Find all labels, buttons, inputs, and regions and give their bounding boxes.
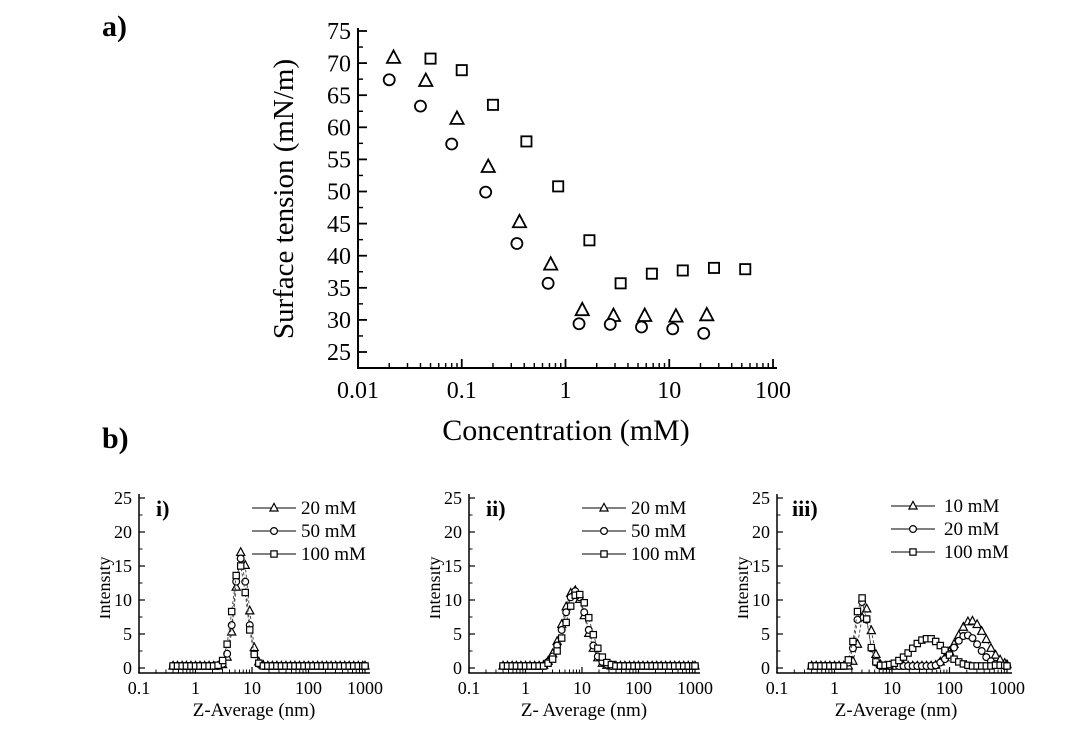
y-tick-label: 70 bbox=[327, 51, 351, 77]
legend-label: 100 mM bbox=[944, 542, 1009, 563]
y-tick-label: 50 bbox=[327, 180, 351, 206]
x-tick-label: 1 bbox=[830, 678, 839, 698]
x-axis-title: Z- Average (nm) bbox=[521, 700, 647, 721]
y-tick-label: 15 bbox=[114, 556, 132, 576]
y-tick-label: 5 bbox=[761, 624, 770, 644]
legend-label: 20 mM bbox=[944, 519, 1000, 540]
y-tick-label: 0 bbox=[123, 658, 132, 678]
x-tick-label: 0.1 bbox=[447, 378, 477, 404]
y-tick-label: 10 bbox=[114, 590, 132, 610]
series-50-mm bbox=[169, 554, 370, 670]
x-axis-title: Z-Average (nm) bbox=[835, 700, 958, 721]
y-axis-title: Intensity bbox=[738, 557, 752, 620]
x-tick-label: 1000 bbox=[989, 678, 1025, 698]
y-tick-label: 30 bbox=[327, 308, 351, 334]
panel-b-label: b) bbox=[102, 422, 129, 455]
legend-label: 100 mM bbox=[301, 544, 366, 565]
chart-a-surface-tension: 0.01 0.1 1 10 100 25 30 35 40 45 50 55 60 65 70 75 Conce… bbox=[268, 19, 791, 447]
y-tick-label: 75 bbox=[327, 19, 351, 45]
subplot-label: iii) bbox=[792, 496, 818, 521]
x-tick-label: 1 bbox=[560, 378, 572, 404]
legend-label: 20 mM bbox=[631, 498, 687, 519]
panel-a-label: a) bbox=[102, 10, 127, 43]
y-tick-label: 25 bbox=[444, 488, 462, 508]
legend-label: 50 mM bbox=[301, 521, 357, 542]
y-tick-label: 55 bbox=[327, 148, 351, 174]
y-tick-label: 10 bbox=[444, 590, 462, 610]
y-tick-label: 35 bbox=[327, 276, 351, 302]
y-tick-label: 0 bbox=[761, 658, 770, 678]
series-20-mm bbox=[167, 546, 371, 670]
legend-label: 20 mM bbox=[301, 498, 357, 519]
x-tick-label: 10 bbox=[657, 378, 681, 404]
axes: 0.1 1 10 100 1000 0 5 10 15 20 25 Z-Average (nm) Int… bbox=[100, 488, 383, 721]
x-tick-label: 1 bbox=[521, 678, 530, 698]
y-tick-label: 60 bbox=[327, 115, 351, 141]
x-tick-label: 1000 bbox=[677, 678, 713, 698]
series-square-series bbox=[424, 52, 752, 290]
y-tick-label: 5 bbox=[453, 624, 462, 644]
y-axis-title: Intensity bbox=[430, 557, 444, 620]
legend-label: 100 mM bbox=[631, 544, 696, 565]
y-axis-title: Surface tension (mN/m) bbox=[268, 59, 300, 339]
y-axis-title: Intensity bbox=[100, 557, 114, 620]
axes: 0.01 0.1 1 10 100 25 30 35 40 45 50 55 60 65 70 75 Conce… bbox=[268, 19, 791, 447]
y-tick-label: 65 bbox=[327, 83, 351, 109]
x-tick-label: 100 bbox=[295, 678, 322, 698]
x-tick-label: 10 bbox=[573, 678, 591, 698]
y-tick-label: 25 bbox=[752, 488, 770, 508]
legend-label: 10 mM bbox=[944, 496, 1000, 517]
x-axis-title: Concentration (mM) bbox=[442, 414, 689, 447]
axes: 0.1 1 10 100 1000 0 5 10 15 20 25 Z- Average (nm) In… bbox=[430, 488, 713, 721]
x-tick-label: 100 bbox=[936, 678, 963, 698]
subplot-label: i) bbox=[156, 496, 169, 521]
x-tick-label: 10 bbox=[883, 678, 901, 698]
y-tick-label: 10 bbox=[752, 590, 770, 610]
legend-label: 50 mM bbox=[631, 521, 687, 542]
x-tick-label: 1 bbox=[191, 678, 200, 698]
chart-b-i-intensity: 0.1 1 10 100 1000 0 5 10 15 20 25 Z-Average (nm) Int… bbox=[100, 488, 383, 721]
chart-b-ii-intensity: 0.1 1 10 100 1000 0 5 10 15 20 25 Z- Average (nm) In… bbox=[430, 488, 713, 721]
series-10-mm bbox=[806, 602, 1013, 670]
y-tick-label: 15 bbox=[752, 556, 770, 576]
series-100-mm bbox=[807, 594, 1011, 670]
subplot-label: ii) bbox=[486, 496, 506, 521]
y-tick-label: 5 bbox=[123, 624, 132, 644]
y-tick-label: 20 bbox=[752, 522, 770, 542]
y-tick-label: 15 bbox=[444, 556, 462, 576]
series-circle-series bbox=[382, 73, 711, 340]
x-tick-label: 0.1 bbox=[766, 678, 789, 698]
y-tick-label: 40 bbox=[327, 244, 351, 270]
series-triangle-series bbox=[385, 48, 715, 323]
y-tick-label: 20 bbox=[114, 522, 132, 542]
series-100-mm bbox=[169, 562, 369, 670]
x-tick-label: 100 bbox=[755, 378, 791, 404]
axes: 0.1 1 10 100 1000 0 5 10 15 20 25 Z-Average (nm) Int… bbox=[738, 488, 1025, 721]
x-tick-label: 0.1 bbox=[128, 678, 151, 698]
x-tick-label: 0.1 bbox=[458, 678, 481, 698]
y-tick-label: 25 bbox=[114, 488, 132, 508]
x-tick-label: 0.01 bbox=[337, 378, 379, 404]
x-tick-label: 1000 bbox=[347, 678, 383, 698]
y-tick-label: 0 bbox=[453, 658, 462, 678]
x-axis-title: Z-Average (nm) bbox=[193, 700, 316, 721]
y-tick-label: 25 bbox=[327, 340, 351, 366]
chart-b-iii-intensity: 0.1 1 10 100 1000 0 5 10 15 20 25 Z-Average (nm) Int… bbox=[738, 488, 1025, 721]
x-tick-label: 100 bbox=[625, 678, 652, 698]
x-tick-label: 10 bbox=[243, 678, 261, 698]
y-tick-label: 45 bbox=[327, 212, 351, 238]
series-100-mm bbox=[499, 590, 699, 670]
y-tick-label: 20 bbox=[444, 522, 462, 542]
